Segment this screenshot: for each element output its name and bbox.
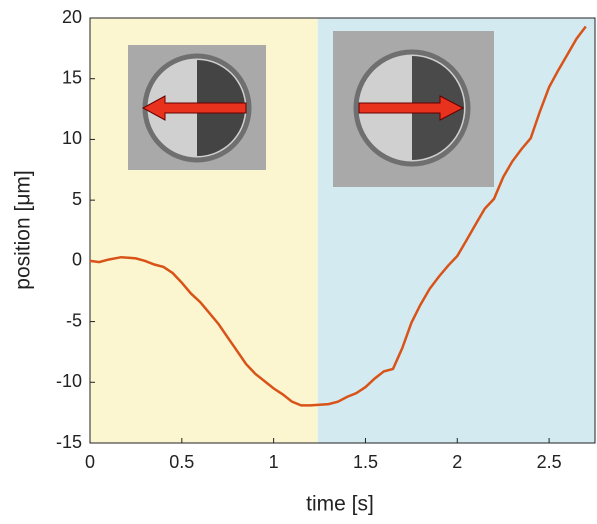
y-tick-label: -5 — [66, 310, 82, 330]
axes-box — [89, 17, 596, 444]
x-tick-label: 1 — [269, 452, 279, 472]
arrow — [358, 95, 465, 121]
x-tick-label: 1.5 — [353, 452, 378, 472]
x-tick-label: 0 — [85, 452, 95, 472]
x-tick-label: 0.5 — [169, 452, 194, 472]
arrow — [141, 95, 247, 121]
x-tick-label: 2 — [452, 452, 462, 472]
y-tick-label: 20 — [62, 7, 82, 27]
line — [89, 25, 587, 407]
y-tick-label: 5 — [72, 189, 82, 209]
y-tick-label: -10 — [56, 371, 82, 391]
y-tick-label: 0 — [72, 250, 82, 270]
y-tick-label: 10 — [62, 128, 82, 148]
y-tick-label: 15 — [62, 67, 82, 87]
y-axis-title: position [μm] — [12, 170, 35, 289]
y-tick-label: -15 — [56, 432, 82, 452]
insets — [128, 31, 494, 187]
x-axis-title: time [s] — [306, 493, 374, 516]
x-tick-label: 2.5 — [537, 452, 562, 472]
